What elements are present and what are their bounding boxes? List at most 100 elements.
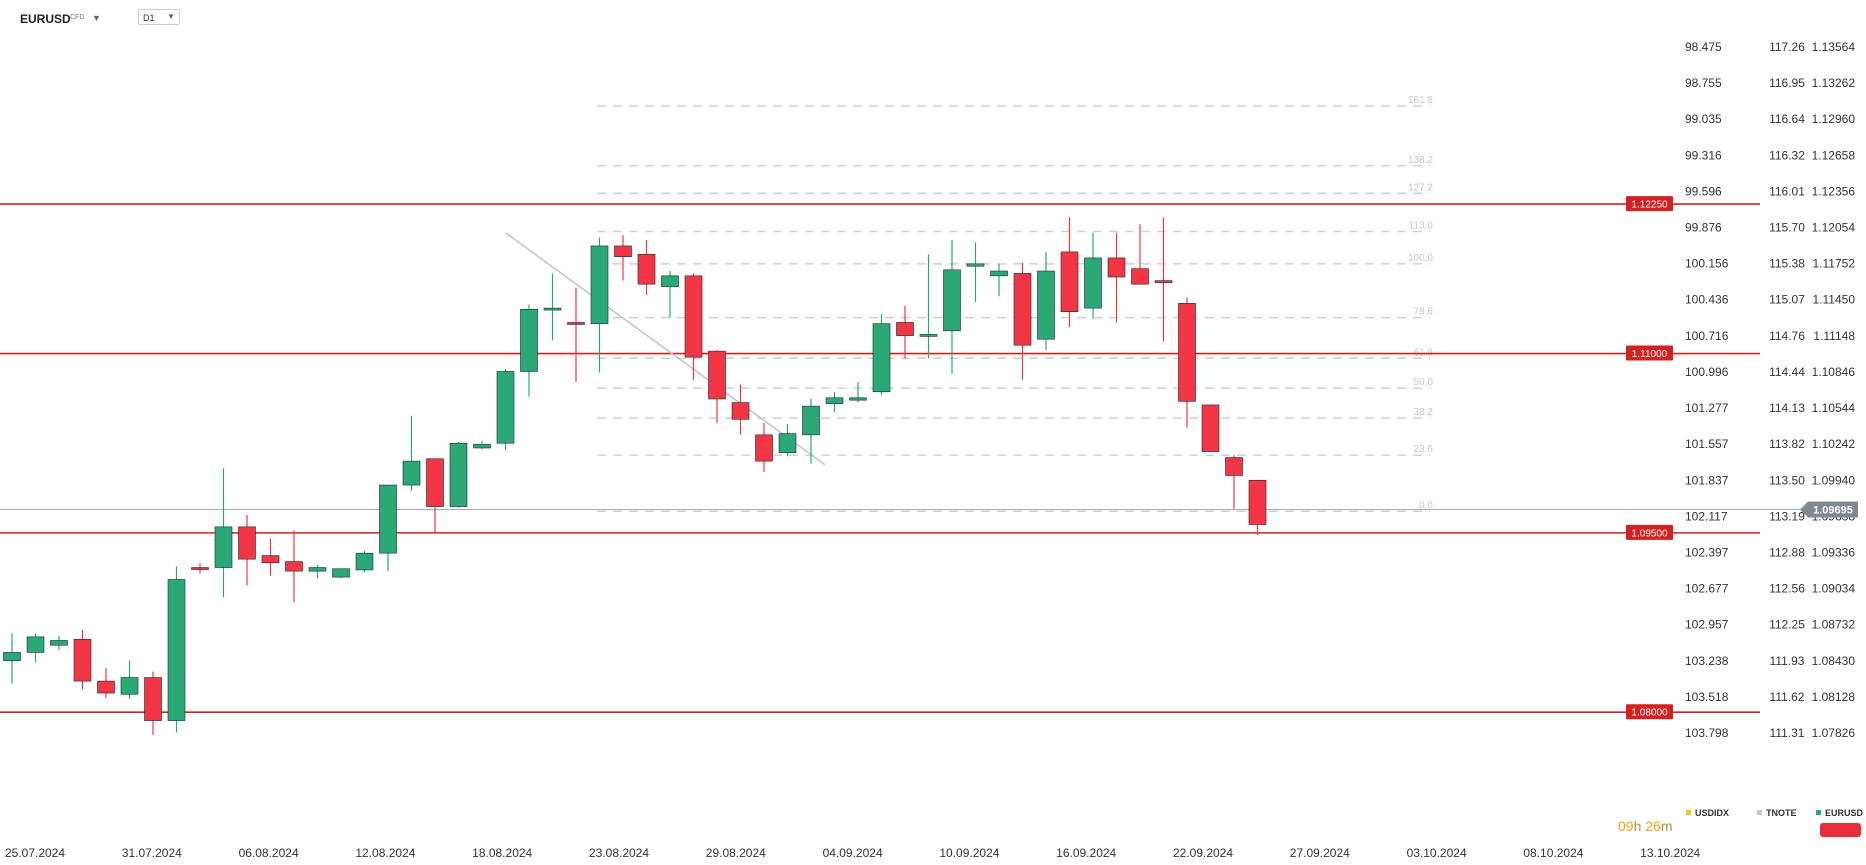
legend-eurusd[interactable]: EURUSD [1816,808,1863,818]
legend-usdidx[interactable]: USDIDX [1686,808,1729,818]
date-tick-label: 16.09.2024 [1056,846,1116,860]
date-tick-label: 25.07.2024 [5,846,65,860]
eurusd-tick-label: 1.08430 [1812,654,1856,668]
candle [590,237,609,373]
tnote-tick-label: 111.31 [1770,726,1805,740]
candle [449,442,468,508]
legend-label: TNOTE [1766,808,1797,818]
usdidx-tick-label: 99.876 [1685,221,1722,235]
candle-body [1225,457,1243,476]
eurusd-tick-label: 1.09034 [1812,582,1856,596]
candle-body [825,397,844,405]
tnote-tick-label: 114.13 [1769,401,1805,415]
symbol-dropdown-icon[interactable]: ▼ [92,13,101,23]
legend-tnote[interactable]: TNOTE [1757,808,1797,818]
fib-label: 50.0 [1414,377,1434,388]
usdidx-tick-label: 99.596 [1685,184,1722,198]
candle [144,671,162,735]
candle [191,562,209,574]
eurusd-tick-label: 1.13564 [1812,40,1856,54]
trend-line[interactable] [505,232,826,466]
tnote-tick-label: 113.19 [1769,509,1805,523]
tnote-tick-label: 116.01 [1769,184,1805,198]
level-label: 1.12250 [1631,200,1668,211]
tnote-tick-label: 112.88 [1769,545,1805,559]
tnote-tick-label: 115.07 [1769,293,1805,307]
date-tick-label: 13.10.2024 [1640,846,1700,860]
candle-body [97,680,115,694]
tnote-tick-label: 114.44 [1769,365,1805,379]
countdown-minutes-unit: m [1660,818,1673,834]
candle [496,369,515,451]
candle [872,314,891,396]
candle-body [26,636,45,653]
candle [1037,251,1055,350]
fib-label: 38.2 [1414,407,1434,418]
candle [1154,217,1173,342]
candle-body [520,309,538,372]
date-tick-label: 03.10.2024 [1407,846,1467,860]
tnote-tick-label: 111.93 [1770,654,1805,668]
candle [167,566,186,733]
current-price-tag [1800,501,1858,518]
candle-body [3,652,21,662]
date-tick-label: 27.09.2024 [1290,846,1350,860]
candle-countdown: 09h 26m [1618,818,1673,834]
horizontal-levels[interactable] [0,203,1800,713]
candle [943,239,961,374]
candle-body [708,350,726,400]
trend-line-group[interactable] [505,232,826,466]
candle [355,550,374,573]
tnote-tick-label: 113.82 [1769,437,1805,451]
candle [990,263,1008,297]
current-price-label: 1.09695 [1813,505,1853,517]
candle-body [943,269,961,332]
tnote-tick-label: 115.70 [1769,221,1805,235]
tnote-tick-label: 114.76 [1769,329,1805,343]
eurusd-tick-label: 1.12960 [1812,112,1856,126]
candle-body [919,334,938,337]
candle [661,271,679,318]
candles [3,217,1267,735]
candle-body [1107,257,1126,278]
date-tick-label: 29.08.2024 [706,846,766,860]
level-label: 1.09500 [1631,528,1668,539]
candle-body [755,434,773,462]
price-axes: 98.475 98.755 99.035 99.316 99.596 99.876 100.… [1685,40,1855,740]
date-tick-label: 10.09.2024 [939,846,999,860]
candle-body [567,322,585,325]
usdidx-tick-label: 99.035 [1685,112,1722,126]
usdidx-tick-label: 102.957 [1685,618,1729,632]
candle-body [637,254,656,285]
candle-body [449,442,468,507]
date-tick-label: 04.09.2024 [823,846,883,860]
level-label: 1.08000 [1631,708,1668,719]
candle [1107,232,1126,323]
candle [778,424,797,457]
candle-body [167,579,186,721]
candle-body [1131,268,1149,285]
candle-body [120,677,139,695]
date-tick-label: 08.10.2024 [1523,846,1583,860]
timeframe-select[interactable]: D1 ▼ [138,9,180,25]
candle [120,660,139,700]
candle [896,305,914,359]
level-label-box [1626,196,1673,212]
candle [285,530,303,603]
candle-body [614,245,632,257]
level-label-box [1626,524,1673,540]
timeframe-value: D1 [143,13,155,23]
candle [1084,232,1102,319]
candle-body [261,555,280,564]
sell-button[interactable] [1820,823,1861,837]
candle-body [379,484,397,554]
candle-body [308,567,327,572]
candle [261,538,280,576]
usdidx-tick-label: 100.156 [1685,257,1729,271]
candle [473,440,491,450]
eurusd-tick-label: 1.07826 [1812,726,1856,740]
candle-body [590,245,609,324]
symbol-name[interactable]: EURUSD [20,12,71,26]
candle [684,273,703,380]
